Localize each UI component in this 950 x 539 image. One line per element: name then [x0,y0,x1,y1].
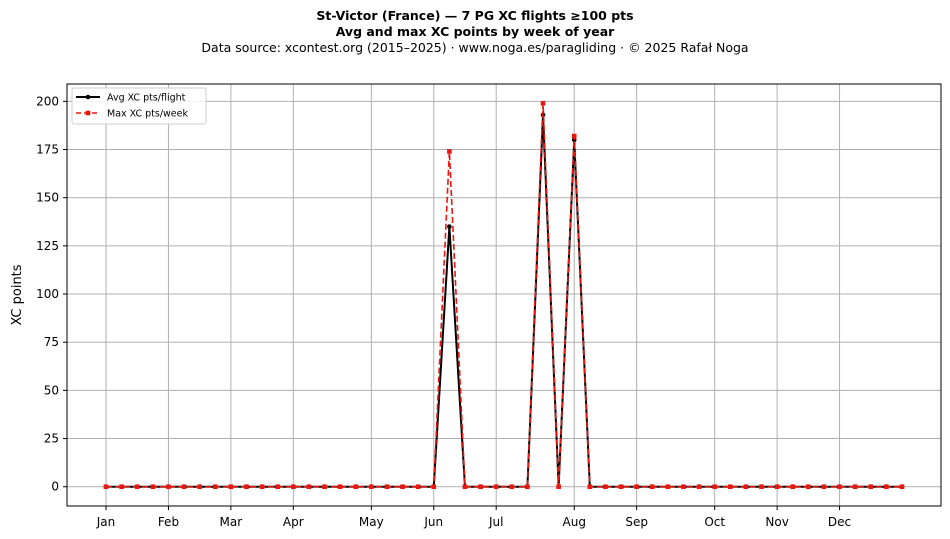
y-tick-label: 0 [51,480,59,494]
y-tick-label: 150 [36,191,59,205]
chart-subtitle: Avg and max XC points by week of year [335,24,615,39]
legend-label: Max XC pts/week [107,109,188,120]
data-point [884,484,889,490]
series-line [106,102,902,488]
data-point [212,484,218,490]
legend-label: Avg XC pts/flight [107,93,186,104]
data-point [899,484,905,490]
data-point [774,484,780,490]
x-tick-label: Apr [283,515,304,529]
data-point [353,484,359,490]
data-point [275,484,280,490]
data-point [634,484,639,490]
data-point [852,484,858,490]
data-point [540,100,546,106]
data-point [197,484,202,490]
legend-swatch-marker [85,110,91,116]
data-point [431,484,437,490]
data-point [618,484,624,490]
data-point [103,484,109,490]
data-point [306,484,312,490]
series-layer [103,100,905,490]
data-point [447,149,452,154]
data-point [712,484,717,490]
data-point [587,484,593,490]
data-point [821,484,827,490]
y-tick-label: 25 [44,432,59,446]
x-tick-label: Nov [765,515,788,529]
data-point [322,484,327,490]
x-tick-label: Mar [220,515,243,529]
legend: Avg XC pts/flight Max XC pts/week [71,87,207,125]
x-tick-label: Jul [488,515,503,529]
chart-titles: St-Victor (France) — 7 PG XC flights ≥10… [0,8,950,56]
y-tick-label: 200 [36,94,59,108]
data-point [134,484,140,490]
data-point [478,484,483,490]
data-point [790,484,796,490]
x-tick-label: Dec [828,515,851,529]
y-tick-label: 50 [44,383,59,397]
y-tick-label: 100 [36,287,59,301]
data-point [571,133,577,139]
data-point [696,484,702,490]
data-point [166,484,171,490]
data-point [837,484,842,490]
data-point [337,484,343,490]
data-point [259,484,265,490]
x-tick-label: Sep [625,515,648,529]
plot-frame [66,83,942,507]
data-point [509,484,515,490]
data-point [743,484,749,490]
x-tick-label: Jun [423,515,443,529]
data-point [681,484,686,490]
y-axis-label: XC points [10,264,25,325]
data-point [369,484,374,490]
data-point [415,484,421,490]
data-point [462,484,468,490]
legend-box [71,87,207,125]
y-tick-label: 125 [36,239,59,253]
x-tick-label: Aug [563,515,586,529]
chart-title: St-Victor (France) — 7 PG XC flights ≥10… [316,8,634,23]
series-1 [103,100,905,490]
y-tick-label: 175 [36,143,59,157]
x-tick-label: Jan [96,515,116,529]
series-0 [103,112,905,490]
legend-swatch-marker [85,94,91,100]
data-point [400,484,405,490]
data-point [603,484,608,490]
data-point [556,484,561,490]
data-point [868,484,874,490]
x-tick-label: May [359,515,384,529]
axis-ticks: Jan Feb Mar Apr May Jun Jul Aug Sep Oct Nov Dec 0 25 5… [36,94,851,529]
data-point [728,484,733,490]
data-point [181,484,187,490]
chart-source-note: Data source: xcontest.org (2015–2025) · … [201,40,749,55]
y-tick-label: 75 [44,335,59,349]
data-point [665,484,671,490]
data-point [384,484,390,490]
data-point [493,484,499,490]
data-point [759,484,764,490]
x-tick-label: Feb [158,515,179,529]
x-tick-label: Oct [704,515,725,529]
data-point [806,484,811,490]
data-point [228,484,234,490]
data-point [649,484,655,490]
data-point [447,224,452,229]
data-point [525,484,530,490]
data-point [150,484,156,490]
data-point [119,484,124,490]
grid-lines [67,84,941,506]
data-point [291,484,296,490]
series-line [106,113,902,488]
data-point [244,484,249,490]
